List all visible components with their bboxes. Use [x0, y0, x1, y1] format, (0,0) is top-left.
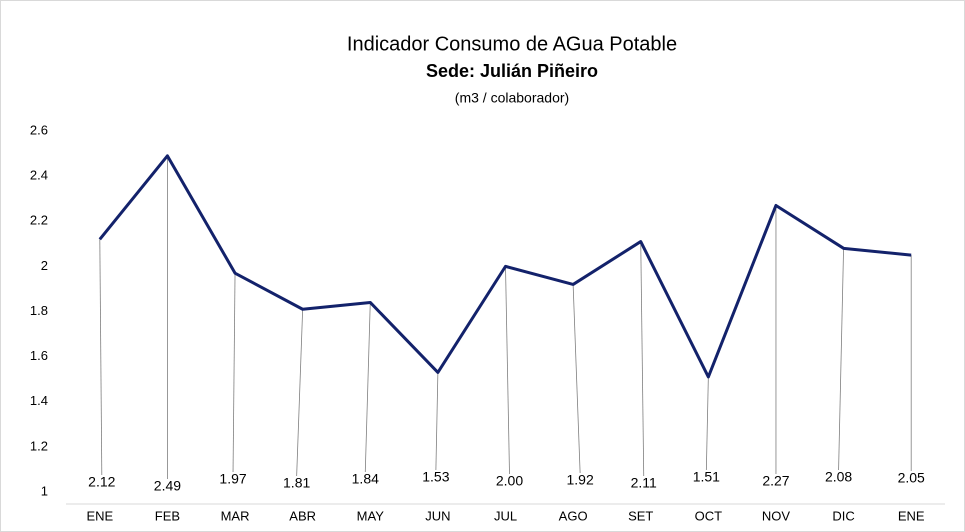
drop-line — [705, 376, 709, 471]
y-tick-label: 1.8 — [30, 303, 48, 318]
x-tick-label: SET — [628, 508, 653, 523]
x-tick-label: JUN — [425, 508, 450, 523]
drop-line — [364, 302, 371, 473]
drop-line — [640, 241, 645, 477]
series-line — [98, 154, 912, 379]
drop-line — [296, 309, 304, 477]
y-tick-label: 1.4 — [30, 393, 48, 408]
y-tick-label: 1.2 — [30, 438, 48, 453]
value-label: 1.53 — [422, 469, 449, 485]
x-tick-label: AGO — [559, 508, 588, 523]
value-label: 1.84 — [352, 471, 379, 487]
x-tick-label: ENE — [86, 508, 113, 523]
chart-subtitle: Sede: Julián Piñeiro — [426, 61, 598, 81]
x-tick-label: NOV — [762, 508, 791, 523]
drop-line — [99, 239, 103, 476]
value-label: 2.27 — [762, 473, 789, 489]
value-label: 1.51 — [693, 469, 720, 485]
y-tick-label: 2.6 — [30, 122, 48, 137]
value-label: 1.92 — [566, 472, 593, 488]
y-tick-label: 2.4 — [30, 168, 48, 183]
value-label: 2.11 — [631, 475, 657, 491]
y-tick-label: 2.2 — [30, 213, 48, 228]
drop-line — [838, 248, 844, 471]
y-tick-label: 2 — [41, 258, 48, 273]
x-tick-label: FEB — [155, 508, 180, 523]
x-tick-label: ABR — [289, 508, 316, 523]
value-label: 2.05 — [898, 470, 925, 486]
value-label: 1.97 — [219, 471, 246, 487]
x-tick-label: MAR — [221, 508, 250, 523]
x-tick-label: ENE — [898, 508, 925, 523]
x-tick-label: OCT — [695, 508, 723, 523]
unit-label: (m3 / colaborador) — [455, 90, 569, 106]
value-label: 2.00 — [496, 473, 523, 489]
chart-title: Indicador Consumo de AGua Potable — [347, 33, 677, 55]
value-label: 2.08 — [825, 469, 852, 485]
drop-line — [505, 266, 510, 475]
drop-line — [435, 372, 439, 471]
drop-line — [232, 273, 236, 473]
x-tick-label: MAY — [357, 508, 385, 523]
y-tick-label: 1 — [41, 483, 48, 498]
x-tick-label: DIC — [832, 508, 854, 523]
drop-line — [572, 284, 581, 474]
value-label: 1.81 — [283, 475, 310, 491]
x-tick-label: JUL — [494, 508, 517, 523]
value-label: 2.49 — [154, 478, 181, 494]
value-label: 2.12 — [88, 474, 115, 490]
y-tick-label: 1.6 — [30, 348, 48, 363]
